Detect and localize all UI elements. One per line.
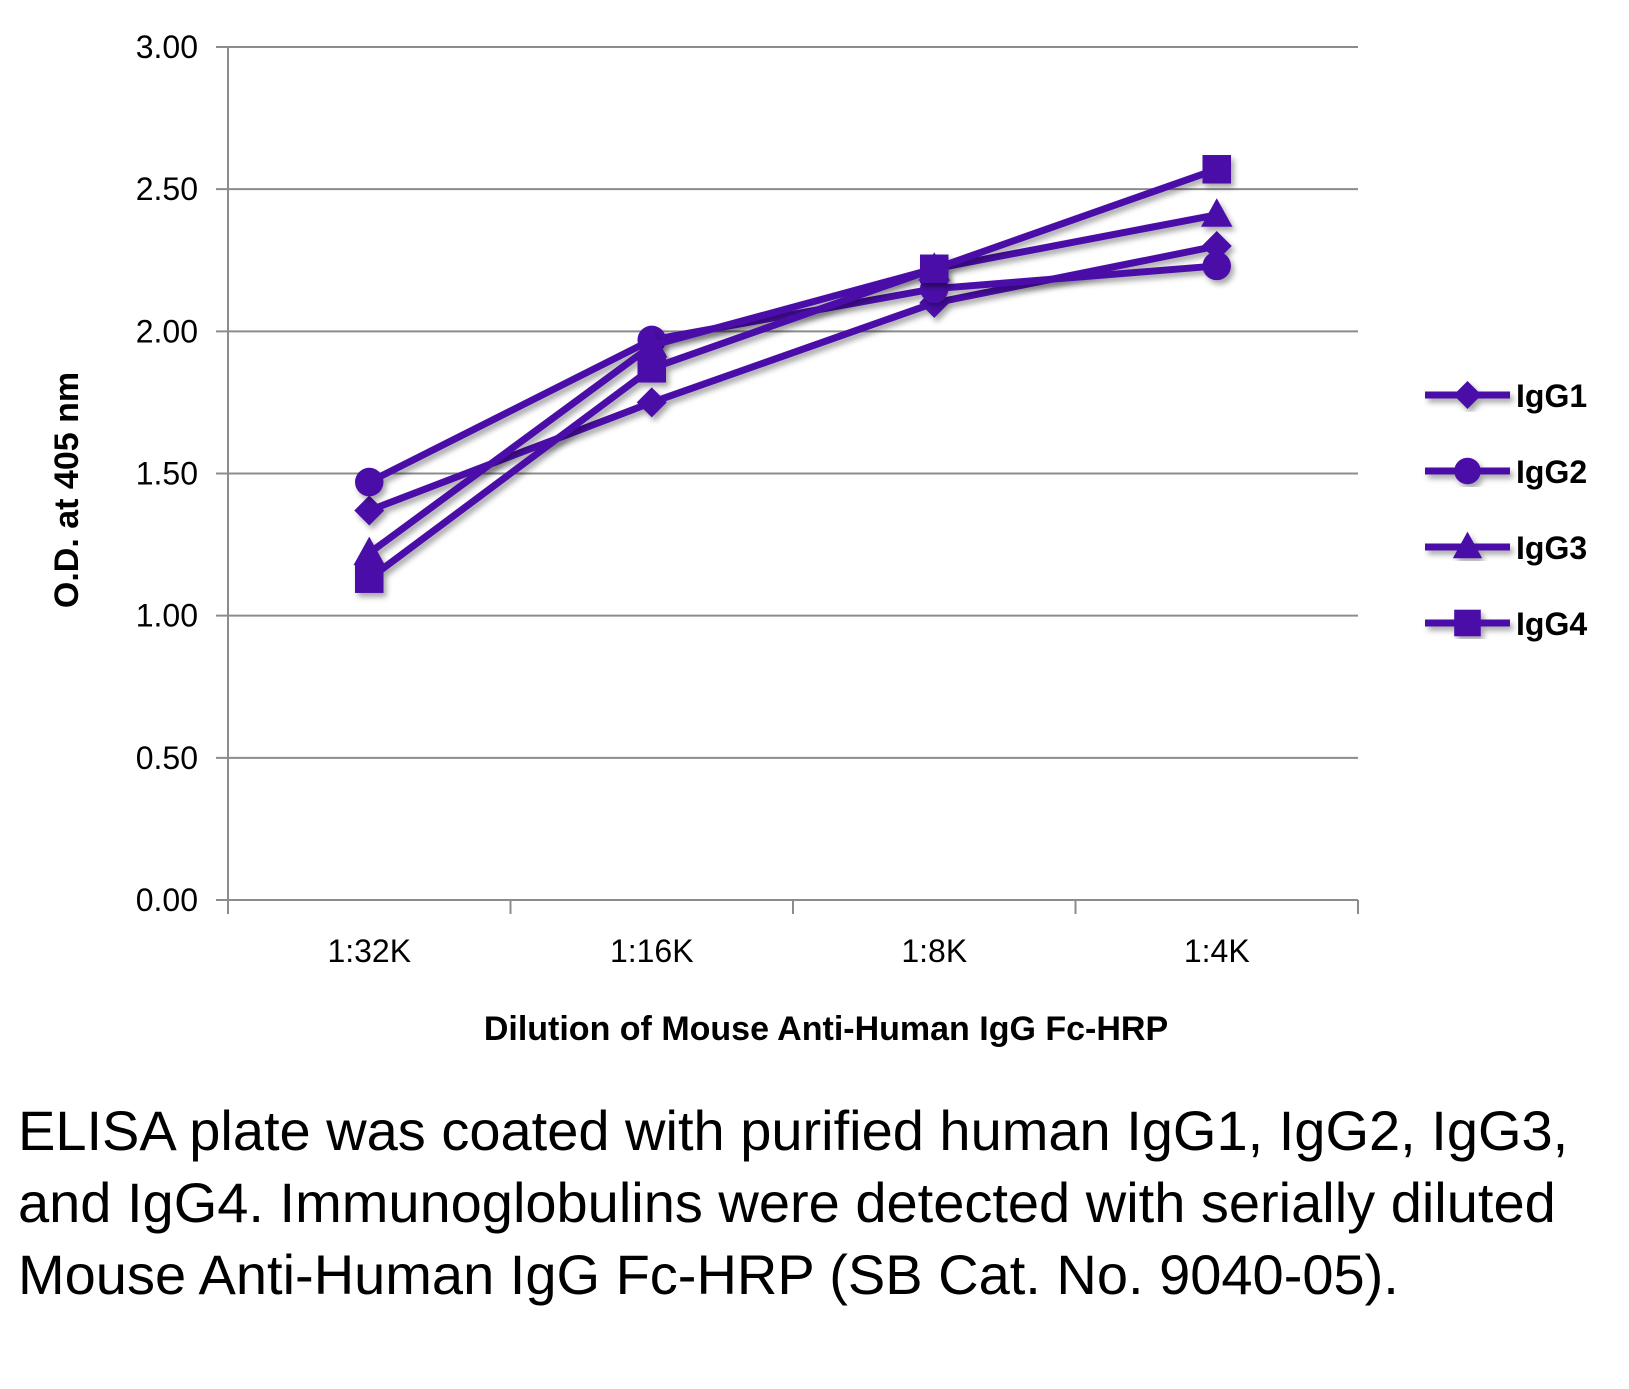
x-tick-label-1: 1:16K	[610, 933, 694, 969]
point-igg4-2	[920, 254, 949, 284]
legend-label-igg2: IgG2	[1516, 454, 1587, 490]
legend-marker-igg4	[1454, 609, 1481, 637]
point-igg4-3	[1202, 155, 1231, 184]
y-tick-label-5: 2.50	[136, 171, 198, 207]
y-tick-label-4: 2.00	[136, 313, 198, 349]
point-igg4-0	[355, 564, 384, 593]
legend-label-igg1: IgG1	[1516, 378, 1587, 414]
legend-marker-igg3	[1452, 531, 1483, 559]
y-tick-label-6: 3.00	[136, 29, 198, 65]
line-chart: 0.000.501.001.502.002.503.00 1:32K 1:16K 1…	[48, 29, 1587, 1048]
legend-item-igg2	[1425, 457, 1510, 485]
legend-item-igg1	[1425, 381, 1510, 409]
legend-label-igg3: IgG3	[1516, 530, 1587, 566]
y-tick-label-3: 1.50	[136, 456, 198, 492]
point-igg1-0	[354, 495, 385, 526]
series-group	[353, 155, 1233, 593]
legend-label-igg4: IgG4	[1516, 606, 1587, 642]
gridlines: 0.00 0.50 1.00 1.50 2.00 2.50 3.00	[136, 29, 1358, 918]
legend-marker-igg1	[1453, 381, 1482, 409]
point-igg4-1	[637, 354, 666, 383]
x-tick-label-2: 1:8K	[901, 933, 967, 969]
series-line-igg2	[367, 262, 1218, 486]
series-igg4	[355, 155, 1231, 593]
point-igg3-0	[353, 536, 385, 566]
axes: 1:32K 1:16K 1:8K 1:4K	[227, 47, 1359, 969]
y-tick-label-1: 0.50	[136, 740, 198, 776]
point-igg2-3	[1202, 251, 1231, 281]
point-igg1-3	[1201, 231, 1232, 262]
legend-item-igg3	[1425, 531, 1510, 559]
legend-marker-igg2	[1454, 457, 1481, 485]
point-igg3-1	[636, 329, 668, 358]
x-tick-label-3: 1:4K	[1184, 933, 1250, 969]
series-line-igg1	[367, 242, 1218, 514]
legend-item-igg4	[1425, 609, 1510, 637]
x-tick-label-0: 1:32K	[327, 933, 411, 969]
figure-caption: ELISA plate was coated with purified hum…	[18, 1099, 1569, 1306]
point-igg1-1	[636, 387, 667, 418]
y-tick-label-0: 0.00	[136, 882, 198, 918]
point-igg3-3	[1201, 198, 1233, 227]
series-line-igg4	[367, 165, 1218, 582]
x-axis-title: Dilution of Mouse Anti-Human IgG Fc-HRP	[484, 1010, 1168, 1048]
series-line-igg3	[367, 211, 1218, 556]
point-igg2-0	[355, 467, 384, 497]
y-axis-title: O.D. at 405 nm	[48, 372, 86, 608]
series-igg3	[353, 198, 1233, 566]
y-tick-label-2: 1.00	[136, 598, 198, 634]
series-igg2	[355, 251, 1231, 497]
legend: IgG1 IgG2 IgG3 IgG4	[1425, 378, 1587, 642]
